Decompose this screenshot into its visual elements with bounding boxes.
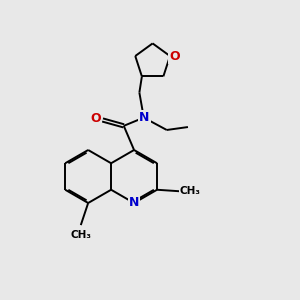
Text: N: N [139, 111, 150, 124]
Text: N: N [129, 196, 139, 209]
Text: CH₃: CH₃ [180, 186, 201, 196]
Text: O: O [169, 50, 180, 62]
Text: CH₃: CH₃ [70, 230, 91, 239]
Text: O: O [90, 112, 101, 125]
